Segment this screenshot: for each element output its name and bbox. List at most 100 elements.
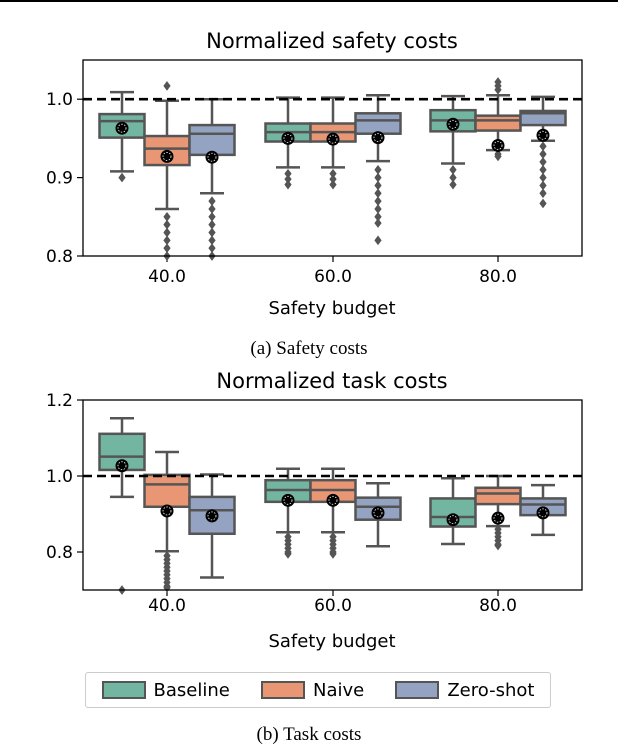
- outlier: [208, 204, 216, 214]
- legend-label: Baseline: [153, 679, 230, 701]
- outlier: [208, 243, 216, 253]
- outlier: [208, 211, 216, 222]
- mean-marker: [371, 506, 385, 520]
- mean-marker-ring: [162, 506, 172, 516]
- outlier: [494, 151, 502, 162]
- mean-marker-ring: [117, 123, 127, 133]
- legend-item-naive: Naive: [260, 680, 364, 701]
- mean-marker-ring: [448, 119, 458, 129]
- mean-marker: [371, 131, 385, 145]
- legend-swatch: [260, 681, 305, 699]
- caption-b: (b) Task costs: [256, 724, 362, 745]
- outlier: [539, 198, 547, 209]
- box-naive-40.0: [143, 81, 191, 261]
- mean-marker: [115, 459, 129, 473]
- outlier: [494, 540, 502, 551]
- outlier: [208, 196, 216, 206]
- mean-marker: [205, 150, 219, 164]
- legend-swatch: [101, 681, 146, 699]
- box: [474, 486, 522, 506]
- outlier: [374, 218, 382, 228]
- x-tick-label: 40.0: [148, 596, 186, 616]
- outlier: [208, 219, 216, 230]
- box-zero-shot-40.0: [188, 473, 236, 579]
- outlier: [494, 77, 502, 87]
- mean-marker: [326, 132, 340, 146]
- box-zero-shot-80.0: [519, 95, 567, 209]
- mean-marker-ring: [207, 511, 217, 521]
- plot-frame: [82, 59, 583, 257]
- outlier: [374, 196, 382, 206]
- y-tick-label: 0.9: [46, 169, 73, 189]
- outlier: [539, 149, 547, 159]
- box-naive-60.0: [309, 467, 357, 559]
- box-baseline-40.0: [98, 90, 146, 183]
- mean-marker-ring: [493, 141, 503, 150]
- outlier: [163, 211, 171, 222]
- box-baseline-60.0: [264, 467, 312, 559]
- mean-marker: [160, 504, 174, 518]
- box: [188, 123, 236, 157]
- mean-marker: [446, 513, 460, 527]
- mean-marker-ring: [448, 515, 458, 525]
- box-zero-shot-40.0: [188, 97, 236, 261]
- outlier: [329, 549, 337, 559]
- outlier: [374, 235, 382, 246]
- outlier: [374, 188, 382, 199]
- task-costs-chart: Normalized task costs Safety budget 0.8 1.0…: [46, 369, 583, 652]
- box-zero-shot-60.0: [354, 94, 402, 246]
- outlier: [539, 172, 547, 183]
- legend: Baseline Naive Zero-shot: [85, 672, 551, 708]
- mean-marker: [536, 128, 550, 142]
- mean-marker: [205, 509, 219, 523]
- mean-marker-ring: [328, 134, 338, 144]
- box-naive-80.0: [474, 77, 522, 162]
- y-tick-label: 1.0: [46, 467, 73, 487]
- chart-title: Normalized safety costs: [206, 29, 458, 53]
- outlier: [539, 164, 547, 175]
- y-tick-label: 1.0: [46, 90, 73, 110]
- mean-marker: [281, 131, 295, 145]
- box-zero-shot-60.0: [354, 481, 402, 548]
- legend-item-zero-shot: Zero-shot: [395, 680, 534, 701]
- outlier: [374, 172, 382, 183]
- x-tick-label: 40.0: [148, 267, 186, 287]
- legend-label: Zero-shot: [447, 679, 535, 701]
- mean-marker: [536, 506, 550, 520]
- mean-marker: [281, 493, 295, 507]
- mean-marker-ring: [373, 133, 383, 143]
- box-baseline-80.0: [429, 94, 477, 190]
- box: [354, 112, 402, 135]
- mean-marker-ring: [538, 130, 548, 140]
- mean-marker-ring: [283, 495, 293, 505]
- mean-marker-ring: [117, 461, 127, 471]
- y-tick-label: 0.8: [46, 247, 73, 267]
- outlier: [208, 227, 216, 238]
- x-tick-label: 60.0: [314, 596, 352, 616]
- outlier: [449, 164, 457, 175]
- outlier: [163, 219, 171, 230]
- x-axis-label: Safety budget: [268, 298, 395, 319]
- mean-marker: [115, 121, 129, 135]
- outlier: [539, 188, 547, 199]
- mean-marker: [491, 138, 505, 152]
- box-baseline-40.0: [98, 416, 146, 595]
- box-baseline-60.0: [264, 96, 312, 190]
- outlier: [539, 180, 547, 191]
- mean-marker-ring: [162, 152, 172, 161]
- outlier: [163, 243, 171, 253]
- box: [474, 114, 522, 132]
- box: [143, 473, 191, 509]
- outlier: [329, 179, 337, 190]
- x-axis-label: Safety budget: [268, 631, 395, 652]
- outlier: [163, 235, 171, 246]
- mean-marker-ring: [373, 508, 383, 518]
- caption-a: (a) Safety costs: [250, 338, 368, 359]
- outlier: [374, 180, 382, 191]
- top-rule: [0, 0, 618, 2]
- x-tick-label: 80.0: [479, 267, 517, 287]
- chart-title: Normalized task costs: [216, 369, 447, 393]
- legend-item-baseline: Baseline: [101, 679, 230, 701]
- box-naive-40.0: [143, 450, 191, 593]
- mean-marker-ring: [207, 152, 217, 162]
